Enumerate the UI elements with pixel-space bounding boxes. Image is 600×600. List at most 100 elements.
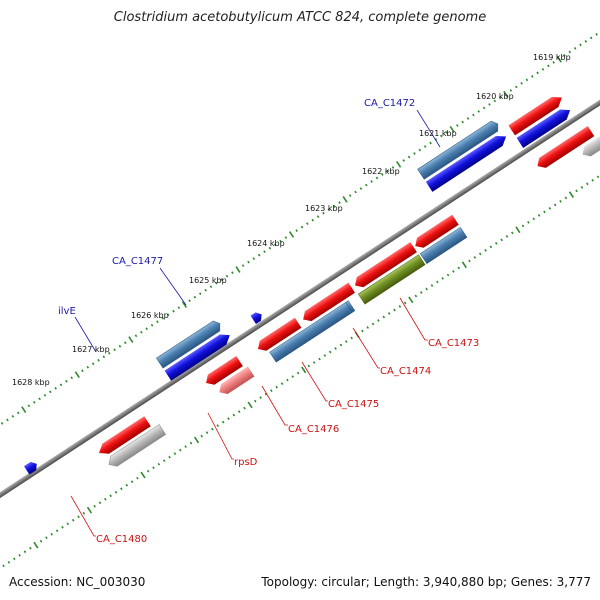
bottom-tick-mark [457,266,461,270]
top-tick-mark [279,239,282,243]
bottom-tick-mark [270,389,273,392]
top-tick-mark [247,260,250,264]
bottom-tick-mark [553,203,557,207]
top-tick-mark [150,323,154,327]
top-tick-mark [124,341,127,345]
bottom-tick-mark [478,252,482,256]
bottom-tick-mark [296,371,300,375]
bottom-tick-mark [157,462,161,466]
bottom-tick-mark [414,294,418,298]
top-tick-mark [273,243,277,246]
gene-label-CA_C1475[interactable]: CA_C1475 [328,399,379,410]
gene-arrow-red [98,416,151,454]
kbp-label: 1626 kbp [131,311,169,320]
gene-arrow-blue [164,334,230,381]
bottom-tick-mark [39,539,43,543]
gene-arrow-red [303,282,355,322]
bottom-tick-mark [307,364,311,368]
bottom-tick-mark [548,207,552,210]
top-tick-mark [498,96,502,99]
top-tick-mark [188,299,191,303]
top-tick-mark [102,355,106,359]
top-tick-mark [21,406,27,414]
top-tick-mark [70,376,74,380]
bottom-tick-mark [120,487,123,491]
bottom-tick-mark [318,357,321,361]
top-tick-mark [81,369,84,373]
bottom-tick-mark [575,189,578,193]
bottom-tick-mark [387,312,391,315]
top-tick-mark [38,397,41,401]
kbp-label: 1628 kbp [12,378,50,387]
gene-label-CA_C1472[interactable]: CA_C1472 [364,98,415,109]
top-tick-mark [322,211,325,215]
bottom-tick-mark [82,511,86,515]
bottom-tick-mark [237,410,241,413]
bottom-tick-mark [50,532,54,536]
bottom-tick-mark [446,273,450,277]
top-tick-mark [311,218,314,222]
gene-label-CA_C1476[interactable]: CA_C1476 [288,424,339,435]
top-tick-mark [181,301,187,308]
top-tick-mark [503,90,509,98]
bottom-tick-mark [521,224,525,228]
bottom-tick-mark [55,529,59,533]
gene-ilvE [156,320,221,369]
top-tick-mark [531,75,534,78]
top-tick-mark [456,124,459,127]
top-tick-mark [268,246,272,250]
bottom-tick-mark [23,550,27,554]
bottom-tick-mark [419,291,423,294]
gene-label-rpsD[interactable]: rpsD [234,457,258,468]
top-tick-mark [386,169,389,173]
gene-label-CA_C1473[interactable]: CA_C1473 [428,338,479,349]
top-tick-mark [449,125,455,133]
top-tick-mark [332,204,336,208]
top-tick-mark [161,316,165,320]
top-tick-mark [568,50,572,54]
gene-label-CA_C1480[interactable]: CA_C1480 [96,534,147,545]
bottom-tick-mark [193,436,200,444]
bottom-tick-mark [291,375,295,378]
bottom-tick-mark [247,401,253,409]
top-tick-mark [477,110,481,113]
callout-line-CA_C1474 [352,327,380,369]
bottom-tick-mark [441,277,444,280]
top-tick-mark [541,68,545,71]
bottom-tick-mark [301,366,307,374]
bottom-tick-mark [425,287,428,291]
bottom-tick-mark [264,392,268,396]
top-tick-mark [134,334,138,338]
bottom-tick-mark [350,336,353,340]
top-tick-mark [193,295,197,299]
top-tick-mark [252,257,256,260]
gene-label-CA_C1474[interactable]: CA_C1474 [380,366,431,377]
bottom-tick-mark [189,441,193,445]
bottom-tick-mark [205,431,209,435]
top-tick-mark [365,183,368,187]
gene-arrow-blue [516,109,571,148]
top-tick-mark [91,362,95,366]
bottom-tick-mark [377,319,380,322]
gene-label-CA_C1477[interactable]: CA_C1477 [112,256,163,267]
gene-label-ilvE[interactable]: ilvE [58,306,76,317]
bottom-tick-mark [366,326,369,329]
top-tick-mark [316,215,320,218]
top-tick-mark [74,371,80,378]
top-tick-mark [556,55,562,63]
bottom-tick-mark [328,350,332,354]
top-tick-mark [493,99,497,103]
gene-CA_C1472 [417,120,499,180]
bottom-tick-mark [33,541,39,549]
kbp-label: 1627 kbp [72,345,110,354]
top-tick-mark [418,148,422,152]
bottom-tick-mark [586,182,589,186]
genome-backbone [0,67,600,531]
callout-line-CA_C1475 [301,361,328,402]
bottom-tick-mark [564,196,568,200]
top-tick-mark [461,120,464,124]
top-tick-mark [413,152,416,155]
bottom-tick-mark [275,385,278,389]
gene-arrow-gray [582,125,600,157]
